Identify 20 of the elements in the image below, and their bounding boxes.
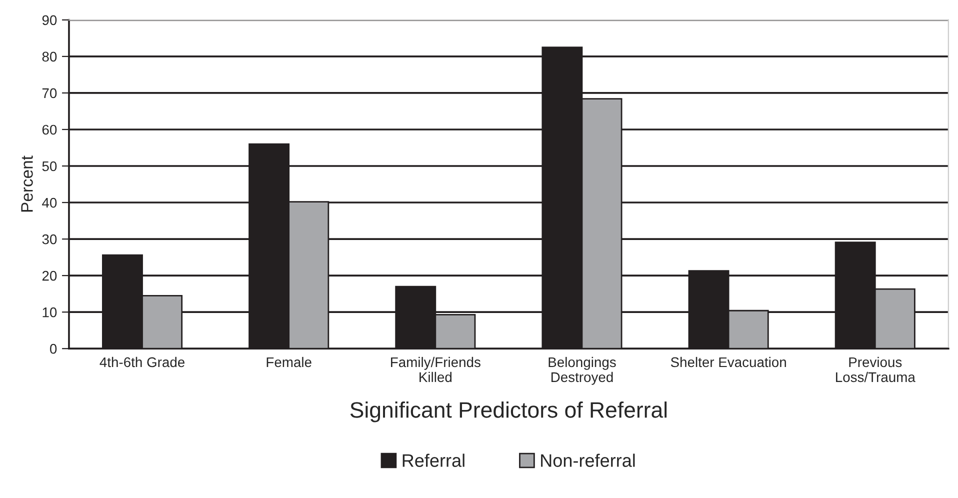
y-tick-label: 80 [42,52,57,62]
x-axis-title: Significant Predictors of Referral [350,402,667,422]
x-tick-label: Shelter Evacuation [670,356,786,368]
y-tick-label: 10 [42,307,57,318]
y-tick-label: 20 [42,270,57,281]
y-tick-label: 50 [42,161,57,172]
legend-label: Referral [402,454,464,467]
x-tick-label: Belongings Destroyed [548,356,616,385]
x-tick-label: 4th-6th Grade [100,356,184,368]
y-tick-label: 40 [42,198,57,208]
x-tick-label: Family/Friends Killed [391,356,480,382]
y-tick-label: 0 [50,344,57,354]
legend-label: Non-referral [541,454,635,467]
y-tick-label: 70 [42,88,57,98]
y-tick-label: 90 [42,15,57,26]
x-tick-label: Female [266,356,312,368]
x-tick-label: Previous Loss/Trauma [836,356,916,382]
y-axis-title: Percent [21,156,33,212]
y-tick-label: 60 [42,124,57,135]
y-tick-label: 30 [42,234,57,244]
